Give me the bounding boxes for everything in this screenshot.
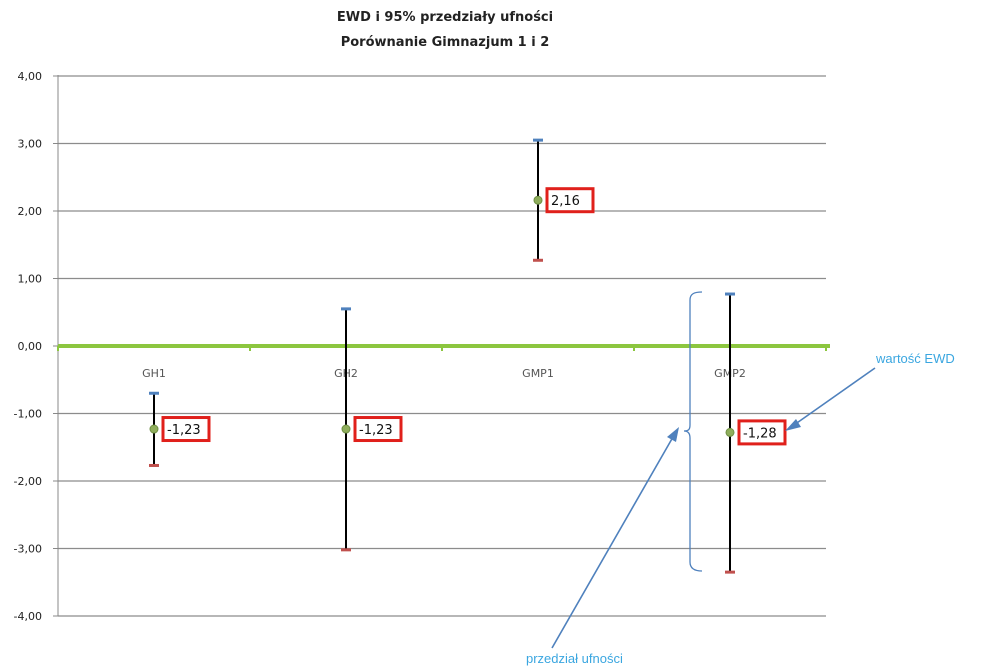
chart-title-line-1: EWD i 95% przedziały ufności — [337, 10, 553, 25]
y-tick-label: 1,00 — [18, 273, 43, 286]
data-label: 2,16 — [551, 194, 580, 209]
data-label-box — [161, 416, 211, 443]
y-tick-label: 2,00 — [18, 205, 43, 218]
y-tick-label: -4,00 — [14, 610, 42, 623]
confidence-interval-annotation: przedział ufności — [526, 651, 623, 666]
error-bars — [149, 138, 735, 574]
category-label: GMP1 — [522, 367, 554, 380]
zero-line-group — [57, 344, 830, 351]
y-tick-label: 3,00 — [18, 138, 43, 151]
chart-title-line-2: Porównanie Gimnazjum 1 i 2 — [341, 35, 550, 50]
data-labels: -1,23 -1,23 2,16 -1,28 — [161, 187, 787, 446]
category-labels: GH1GH2GMP1GMP2 — [142, 367, 746, 380]
category-label: GH1 — [142, 367, 166, 380]
data-point — [149, 424, 159, 434]
gridlines — [58, 75, 826, 617]
y-tick-label: 4,00 — [18, 70, 43, 83]
ewd-value-arrow — [785, 367, 876, 431]
confidence-interval-arrow — [551, 427, 679, 649]
data-label: -1,23 — [359, 423, 393, 438]
confidence-interval-brace — [683, 291, 703, 572]
data-label-box — [545, 187, 595, 214]
y-axis-ticks: 4,00 3,00 2,00 1,00 0,00 -1,00 -2,00 -3,00 -4,00 — [14, 70, 58, 623]
data-point — [725, 427, 735, 437]
y-tick-label: -3,00 — [14, 543, 42, 556]
y-tick-label: 0,00 — [18, 340, 43, 353]
data-label-box — [737, 419, 787, 446]
data-point — [533, 195, 543, 205]
data-label-box — [353, 416, 403, 443]
ewd-value-annotation: wartość EWD — [875, 351, 955, 366]
y-tick-label: -1,00 — [14, 408, 42, 421]
data-label: -1,28 — [743, 426, 777, 441]
y-tick-label: -2,00 — [14, 475, 42, 488]
data-point — [341, 424, 351, 434]
data-label: -1,23 — [167, 423, 201, 438]
data-points — [149, 195, 735, 437]
